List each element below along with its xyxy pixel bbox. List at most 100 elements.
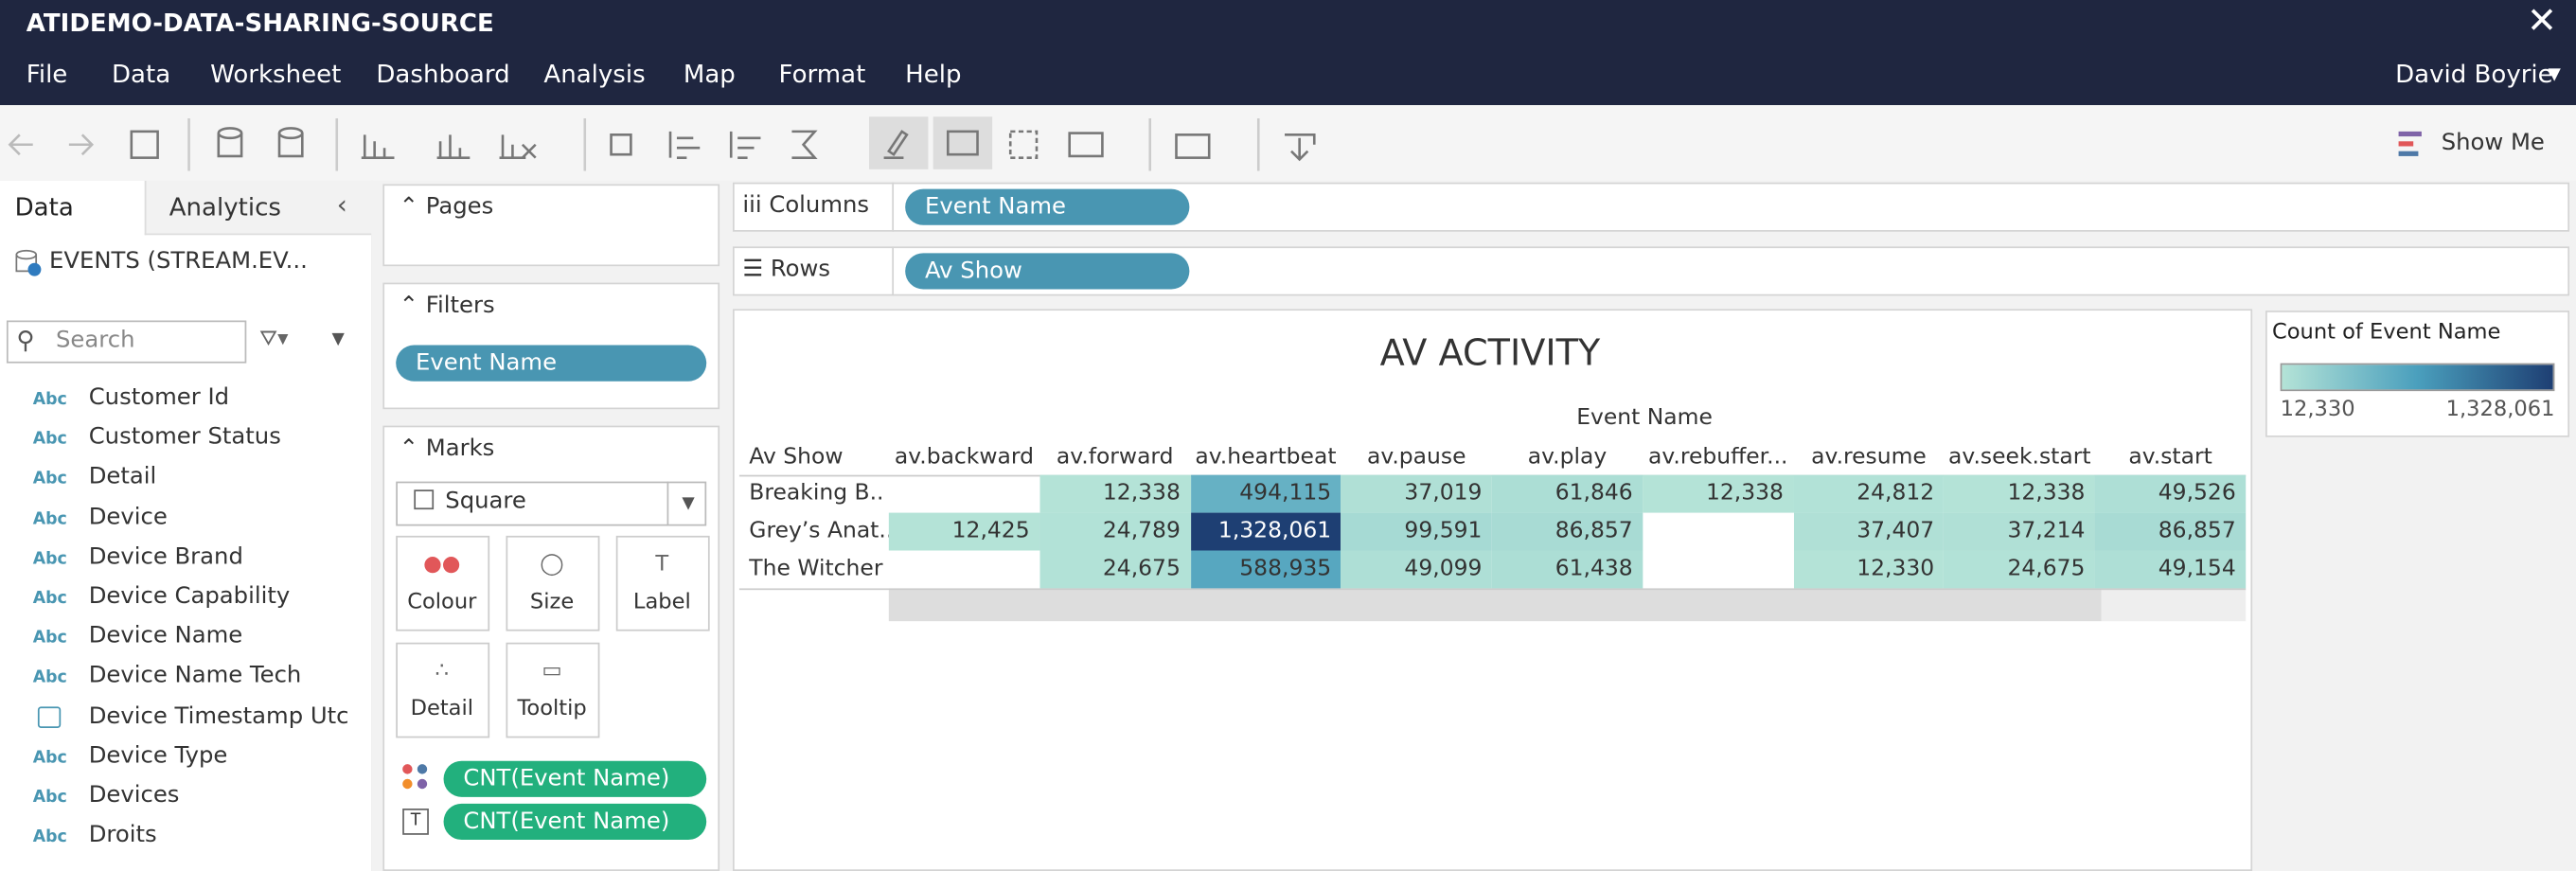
heatmap-cell: 12,338 [1039, 474, 1191, 513]
field-name[interactable]: Customer Id [88, 384, 230, 411]
search-box[interactable] [6, 320, 247, 364]
column-label: av.pause [1366, 443, 1466, 471]
heatmap-cell: 37,214 [1944, 512, 2095, 551]
legend-min: 12,330 [2280, 398, 2355, 423]
title-bar [0, 0, 2576, 106]
field-name[interactable]: Device Timestamp Utc [88, 702, 349, 730]
show-me-button[interactable]: Show Me [2441, 130, 2545, 156]
rows-pill[interactable]: Av Show [905, 253, 1190, 290]
field-type: Abc [32, 550, 67, 569]
data-tab[interactable]: Data [14, 192, 74, 222]
toolbar-icons [8, 116, 1316, 171]
menu-item[interactable]: Map [683, 59, 736, 89]
field-type: Abc [32, 391, 67, 410]
marks-button-label: Colour [407, 590, 477, 615]
marks-button-label: Detail [410, 697, 474, 722]
field-type-icon [37, 705, 62, 728]
heatmap-cell: 588,935 [1190, 550, 1341, 589]
data-pane [0, 180, 373, 871]
field-type: Abc [32, 590, 67, 609]
colour-pill-icon [402, 764, 428, 790]
field-name[interactable]: Device Capability [88, 583, 291, 611]
label-pill[interactable]: CNT(Event Name) [443, 803, 707, 841]
menu-item[interactable]: Dashboard [376, 59, 510, 89]
user-dropdown[interactable]: ▼ [2548, 65, 2561, 84]
square-icon [414, 489, 435, 510]
field-name[interactable]: Devices [88, 782, 180, 809]
mark-type: Square [445, 488, 526, 515]
datasource-name[interactable]: EVENTS (STREAM.EV... [49, 248, 308, 275]
heatmap-cell: 86,857 [1491, 512, 1643, 551]
menu-item[interactable]: Help [905, 59, 962, 89]
collapse-button[interactable]: ‹ [336, 188, 347, 221]
analytics-tab[interactable]: Analytics [169, 192, 281, 222]
heatmap-cell: 37,407 [1793, 512, 1945, 551]
heatmap-cell: 49,154 [2094, 550, 2247, 589]
pages-card [382, 184, 720, 267]
mark-type-dropdown[interactable]: ▼ [666, 481, 708, 526]
field-name[interactable]: Customer Status [88, 424, 281, 451]
field-name[interactable]: Device Name [88, 623, 243, 649]
row-label: The Witcher [749, 555, 883, 582]
colour-pill[interactable]: CNT(Event Name) [443, 760, 707, 797]
filter-pill[interactable]: Event Name [396, 345, 707, 382]
menu-item[interactable]: Data [112, 59, 171, 89]
marks-button[interactable] [396, 535, 490, 631]
field-name[interactable]: Device Brand [88, 543, 243, 570]
legend-max: 1,328,061 [2445, 398, 2555, 423]
heatmap-cell: 12,338 [1643, 474, 1794, 513]
rows-label: ☰ Rows [742, 256, 831, 283]
heatmap-cell: 24,675 [1944, 550, 2095, 589]
marks-button[interactable] [396, 642, 490, 738]
table-bottom-rule [738, 588, 2247, 591]
toolbar [0, 105, 2576, 183]
menu-item[interactable]: Worksheet [210, 59, 342, 89]
column-label: av.start [2128, 443, 2212, 471]
marks-button[interactable] [615, 535, 710, 631]
column-label: av.backward [894, 443, 1034, 471]
field-name[interactable]: Device Name Tech [88, 663, 302, 689]
field-name[interactable]: Device [88, 504, 168, 530]
row-label: Breaking B.. [749, 479, 884, 507]
column-label: av.rebuffer... [1648, 443, 1788, 471]
heatmap-cell: 494,115 [1190, 474, 1341, 513]
column-label: av.forward [1056, 443, 1174, 471]
close-button[interactable]: ✕ [2526, 1, 2557, 44]
menu-item[interactable]: Analysis [543, 59, 646, 89]
field-name[interactable]: Device Type [88, 742, 228, 770]
user-name[interactable]: David Boyrie [2395, 59, 2553, 89]
pane-menu[interactable]: ▼ [331, 329, 345, 349]
columns-label: iii Columns [742, 192, 870, 219]
rows-text: Rows [770, 256, 831, 283]
shelf-divider [892, 182, 895, 232]
heatmap-cell: 37,019 [1341, 474, 1492, 513]
column-header: Event Name [1576, 404, 1713, 431]
heatmap-cell: 24,789 [1039, 512, 1191, 551]
tab-background [144, 180, 373, 236]
columns-pill[interactable]: Event Name [905, 188, 1190, 225]
scrollbar[interactable] [888, 588, 2102, 622]
pages-label: Pages [425, 193, 494, 221]
datasource-icon [15, 249, 42, 276]
marks-button-icon: ▭ [542, 659, 562, 684]
column-label: av.play [1527, 443, 1608, 471]
menu-item[interactable]: Format [778, 59, 866, 89]
field-name[interactable]: Detail [88, 464, 157, 490]
window-title: ATIDEMO-DATA-SHARING-SOURCE [26, 8, 494, 38]
field-type: Abc [32, 669, 67, 688]
view-title: AV ACTIVITY [1379, 333, 1601, 375]
marks-button[interactable] [506, 642, 600, 738]
marks-button-icon: ∴ [435, 659, 449, 684]
marks-button-label: Tooltip [517, 697, 587, 722]
menu-item[interactable]: File [26, 59, 68, 89]
heatmap-cell: 49,099 [1341, 550, 1492, 589]
marks-button[interactable] [506, 535, 600, 631]
field-type: Abc [32, 431, 67, 450]
column-label: av.resume [1811, 443, 1927, 471]
mark-type-select[interactable] [396, 481, 707, 526]
field-type: Abc [32, 630, 67, 649]
heatmap-cell: 99,591 [1341, 512, 1492, 551]
filter-fields-button[interactable]: ⛛▾ [259, 327, 289, 352]
field-name[interactable]: Droits [88, 822, 157, 849]
